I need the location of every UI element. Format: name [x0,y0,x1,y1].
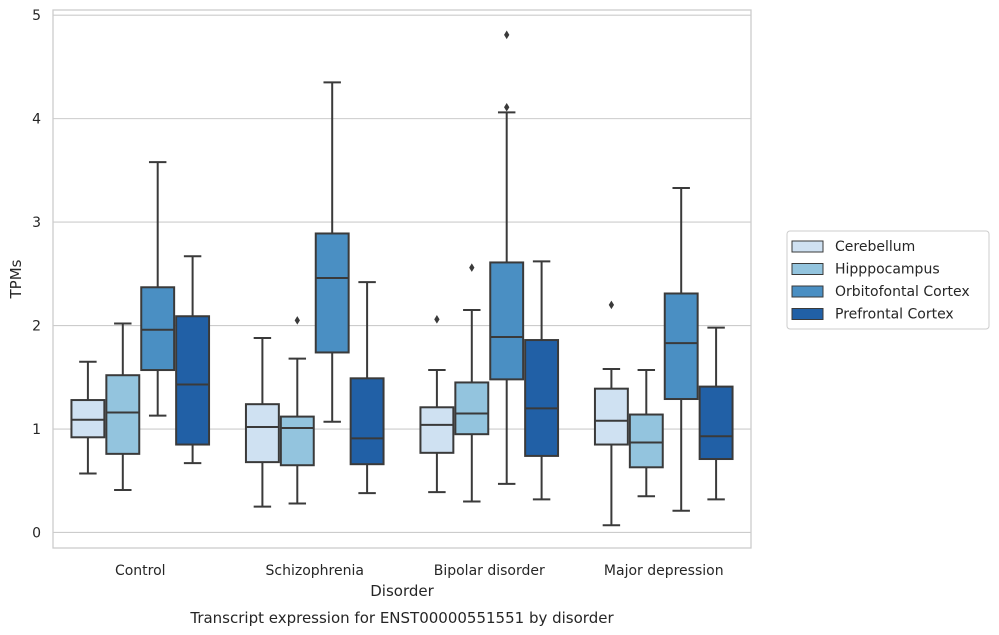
box-body [454,381,490,436]
box-2-0 [419,315,455,494]
legend-swatch [791,240,824,253]
box-body [419,406,455,454]
y-tick-labels: 0 1 2 3 4 5 [32,8,41,541]
box-2-3 [524,260,560,501]
box-body [593,387,629,446]
box-body [175,315,211,446]
box-1-3 [349,281,385,495]
legend-item: Orbitofontal Cortex [791,284,970,300]
legend-item: Prefrontal Cortex [791,307,954,323]
legend-item: Cerebellum [791,239,915,255]
legend-swatch [791,285,824,298]
outlier-point [469,263,475,272]
x-axis-label: Disorder [370,582,434,600]
box-0-3 [175,255,211,465]
box-body [244,403,280,464]
box-body [105,374,141,455]
boxes [70,30,734,527]
x-tick-labels: Control Schizophrenia Bipolar disorder Majo… [115,563,724,579]
box-body [140,286,176,372]
box-body [349,377,385,466]
y-tick-label: 3 [32,215,41,231]
box-body [279,415,315,467]
legend-swatch [791,263,824,275]
legend-label: Prefrontal Cortex [835,307,954,323]
box-body [314,232,350,354]
legend-label: Orbitofontal Cortex [835,284,970,300]
box-body [70,399,106,439]
box-0-0 [70,360,106,475]
box-3-2 [663,186,699,512]
x-tick-label: Schizophrenia [266,563,364,579]
outlier-point [504,30,510,40]
box-3-3 [698,326,734,501]
box-2-1 [454,263,490,503]
box-1-0 [244,336,280,508]
box-body [663,292,699,401]
chart-caption: Transcript expression for ENST0000055155… [189,609,614,627]
legend-frame [786,230,990,330]
y-tick-label: 5 [32,8,41,24]
outlier-point [608,300,615,310]
box-body [489,261,525,381]
box-body [524,339,560,457]
box-3-1 [628,369,664,498]
x-tick-label: Control [115,563,166,579]
box-1-2 [314,81,350,423]
box-3-0 [593,300,629,527]
y-tick-label: 0 [32,525,41,541]
y-axis-label: TPMs [7,259,25,299]
outlier-point [504,102,510,112]
plot-frame [52,9,752,549]
box-2-2 [489,30,525,485]
outlier-point [294,316,300,325]
legend-label: Cerebellum [835,239,915,255]
box-1-1 [279,316,315,505]
box-body [698,385,734,461]
box-body [628,413,664,469]
box-0-1 [105,322,141,492]
box-0-2 [140,161,176,417]
legend: Cerebellum Hipppocampus Orbitofontal Corte… [786,230,990,330]
legend-label: Hipppocampus [835,262,940,278]
y-tick-label: 1 [32,422,41,438]
legend-swatch [791,308,824,320]
outlier-point [434,315,440,324]
legend-item: Hipppocampus [791,262,940,278]
x-tick-label: Major depression [604,563,724,579]
x-tick-label: Bipolar disorder [434,563,545,579]
y-tick-label: 2 [32,319,41,335]
y-tick-label: 4 [32,112,41,128]
